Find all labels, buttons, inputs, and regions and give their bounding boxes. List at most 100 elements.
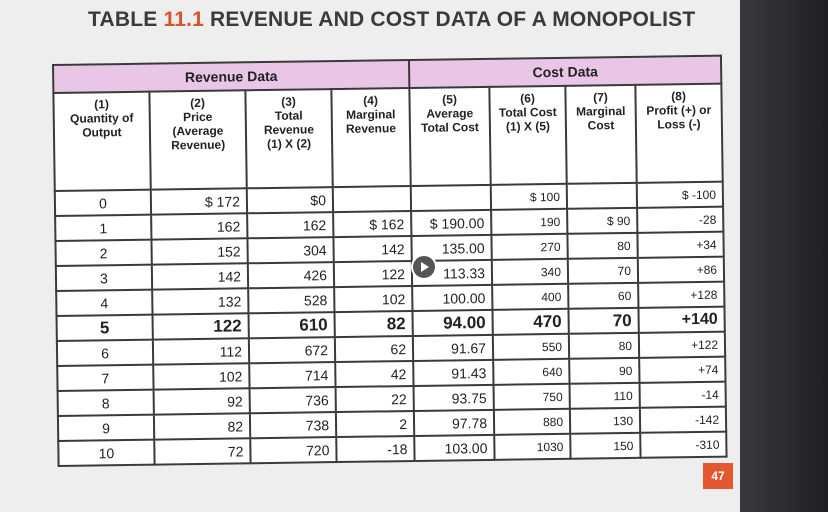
table-cell-col2: 152 [151, 238, 248, 265]
column-header-line: Revenue) [171, 137, 226, 153]
table-cell-col8: +86 [637, 256, 725, 283]
table-cell-col1: 1 [55, 214, 152, 241]
table-cell-col3: 304 [247, 237, 334, 264]
table-cell-col2: 132 [152, 288, 249, 315]
table-cell-col5: $ 190.00 [411, 209, 492, 236]
column-header-line: Total Cost [498, 104, 557, 120]
table-cell-col7: 130 [569, 407, 641, 434]
title-number: 11.1 [163, 8, 204, 31]
table-cell-col6: 550 [492, 333, 570, 360]
table-cell-col4: -18 [336, 435, 415, 463]
table-cell-col8: +140 [638, 306, 725, 333]
table-cell-col6: 880 [493, 408, 571, 435]
column-header-line: (7) [593, 90, 608, 105]
column-header-line: Marginal [575, 103, 626, 119]
column-header-line: (4) [363, 93, 378, 108]
column-headers: (1) Quantity of Output (2) Price (Average Reve… [53, 83, 723, 191]
table-cell-col6: 190 [491, 208, 568, 235]
column-header-line: (3) [281, 94, 296, 109]
table-cell-col1: 7 [57, 364, 154, 391]
page-number-badge: 47 [703, 463, 733, 489]
table-cell-col7: 150 [570, 432, 641, 459]
column-header-line: (6) [520, 91, 535, 106]
table-cell-col3: 736 [249, 387, 336, 414]
table-cell-col3: $0 [246, 187, 334, 214]
table-cell-col7: 80 [568, 332, 640, 359]
column-header-line: Profit (+) or [646, 102, 712, 118]
title-prefix: TABLE [88, 8, 164, 31]
table-cell-col1: 4 [56, 289, 153, 316]
column-header-2: (2) Price (Average Revenue) [149, 90, 247, 190]
table-cell-col6: 640 [493, 358, 570, 385]
column-header-line: (Average [172, 123, 224, 139]
table-cell-col4: 122 [333, 260, 413, 288]
column-header-line: Cost [587, 118, 615, 133]
table-cell-col7: 60 [568, 282, 639, 309]
revenue-cost-table: Revenue Data Cost Data (1) Quantity of Out… [52, 54, 728, 467]
table-cell-col3: 426 [247, 262, 335, 289]
column-header-line: (8) [671, 89, 686, 104]
table-cell-col2: 162 [151, 213, 248, 240]
table-cell-col4: $ 162 [333, 211, 412, 238]
table-cell-col7: 110 [569, 382, 640, 409]
table-cell-col8: $ -100 [636, 181, 724, 208]
column-header-line: Marginal [345, 107, 396, 122]
table-cell-col3: 738 [249, 412, 337, 439]
table-cell-col4: 2 [335, 410, 415, 438]
table-cell-col7: 90 [569, 357, 640, 384]
column-header-4: (4) Marginal Revenue [331, 88, 411, 188]
column-header-7: (7) Marginal Cost [565, 84, 637, 184]
table-cell-col6: 470 [492, 308, 569, 335]
table-cell-col4: 82 [334, 310, 413, 338]
table-cell-col6: 750 [493, 383, 570, 410]
table-body: 0 $ 172 $0 $ 100 $ -100 1 162 162 $ 162 $ 190.00 1… [54, 181, 727, 466]
table-cell-col4 [332, 186, 412, 213]
table-cell-col6: 1030 [494, 433, 571, 460]
table-cell-col1: 8 [57, 389, 154, 416]
table-cell-col7: 70 [567, 257, 639, 284]
table-cell-col8: +74 [639, 356, 726, 383]
play-icon[interactable] [411, 254, 437, 280]
table-cell-col3: 714 [249, 362, 336, 389]
table-cell-col5: 100.00 [412, 284, 493, 311]
table-cell-col2: 142 [151, 263, 249, 290]
column-header-line: Total [274, 108, 303, 123]
column-header-line: (2) [190, 95, 205, 111]
column-header-line: Loss (-) [657, 116, 701, 132]
table-cell-col2: 72 [154, 438, 251, 465]
table-cell-col1: 10 [58, 439, 155, 466]
table-cell-col2: 82 [153, 413, 251, 440]
column-header-line: (1) X (5) [505, 119, 551, 134]
slide-page: TABLE 11.1 REVENUE AND COST DATA OF A MO… [0, 0, 770, 512]
table-cell-col6: $ 100 [490, 183, 568, 210]
table-cell-col7 [566, 182, 638, 209]
table-cell-col8: +34 [637, 231, 724, 258]
table-cell-col6: 340 [491, 258, 569, 285]
table-cell-col4: 22 [335, 385, 414, 413]
table-cell-col8: +128 [638, 281, 725, 308]
table-cell-col8: -310 [640, 431, 727, 458]
table-cell-col5: 91.43 [413, 359, 494, 386]
table-cell-col8: +122 [638, 331, 726, 358]
column-header-8: (8) Profit (+) or Loss (-) [635, 83, 723, 183]
column-header-1: (1) Quantity of Output [53, 91, 151, 191]
table-cell-col5: 91.67 [412, 334, 494, 361]
background-edge [740, 0, 828, 512]
table-cell-col2: 102 [153, 363, 250, 390]
column-header-line: (1) [94, 97, 109, 112]
table-cell-col5: 103.00 [414, 434, 495, 461]
table-cell-col5: 94.00 [412, 309, 493, 336]
table-cell-col4: 42 [335, 360, 414, 388]
table-cell-col4: 142 [333, 235, 412, 263]
table-cell-col1: 6 [56, 339, 154, 366]
table-cell-col1: 5 [56, 314, 153, 341]
table-cell-col1: 3 [55, 264, 153, 291]
table-cell-col6: 400 [492, 283, 569, 310]
table-cell-col8: -142 [639, 406, 727, 433]
column-header-5: (5) Average Total Cost [409, 86, 491, 187]
column-header-3: (3) Total Revenue (1) X (2) [245, 89, 333, 189]
table-cell-col4: 62 [334, 335, 414, 363]
table-cell-col7: 70 [568, 307, 639, 334]
table-cell-col3: 672 [248, 337, 336, 364]
table-cell-col2: 92 [153, 388, 250, 415]
